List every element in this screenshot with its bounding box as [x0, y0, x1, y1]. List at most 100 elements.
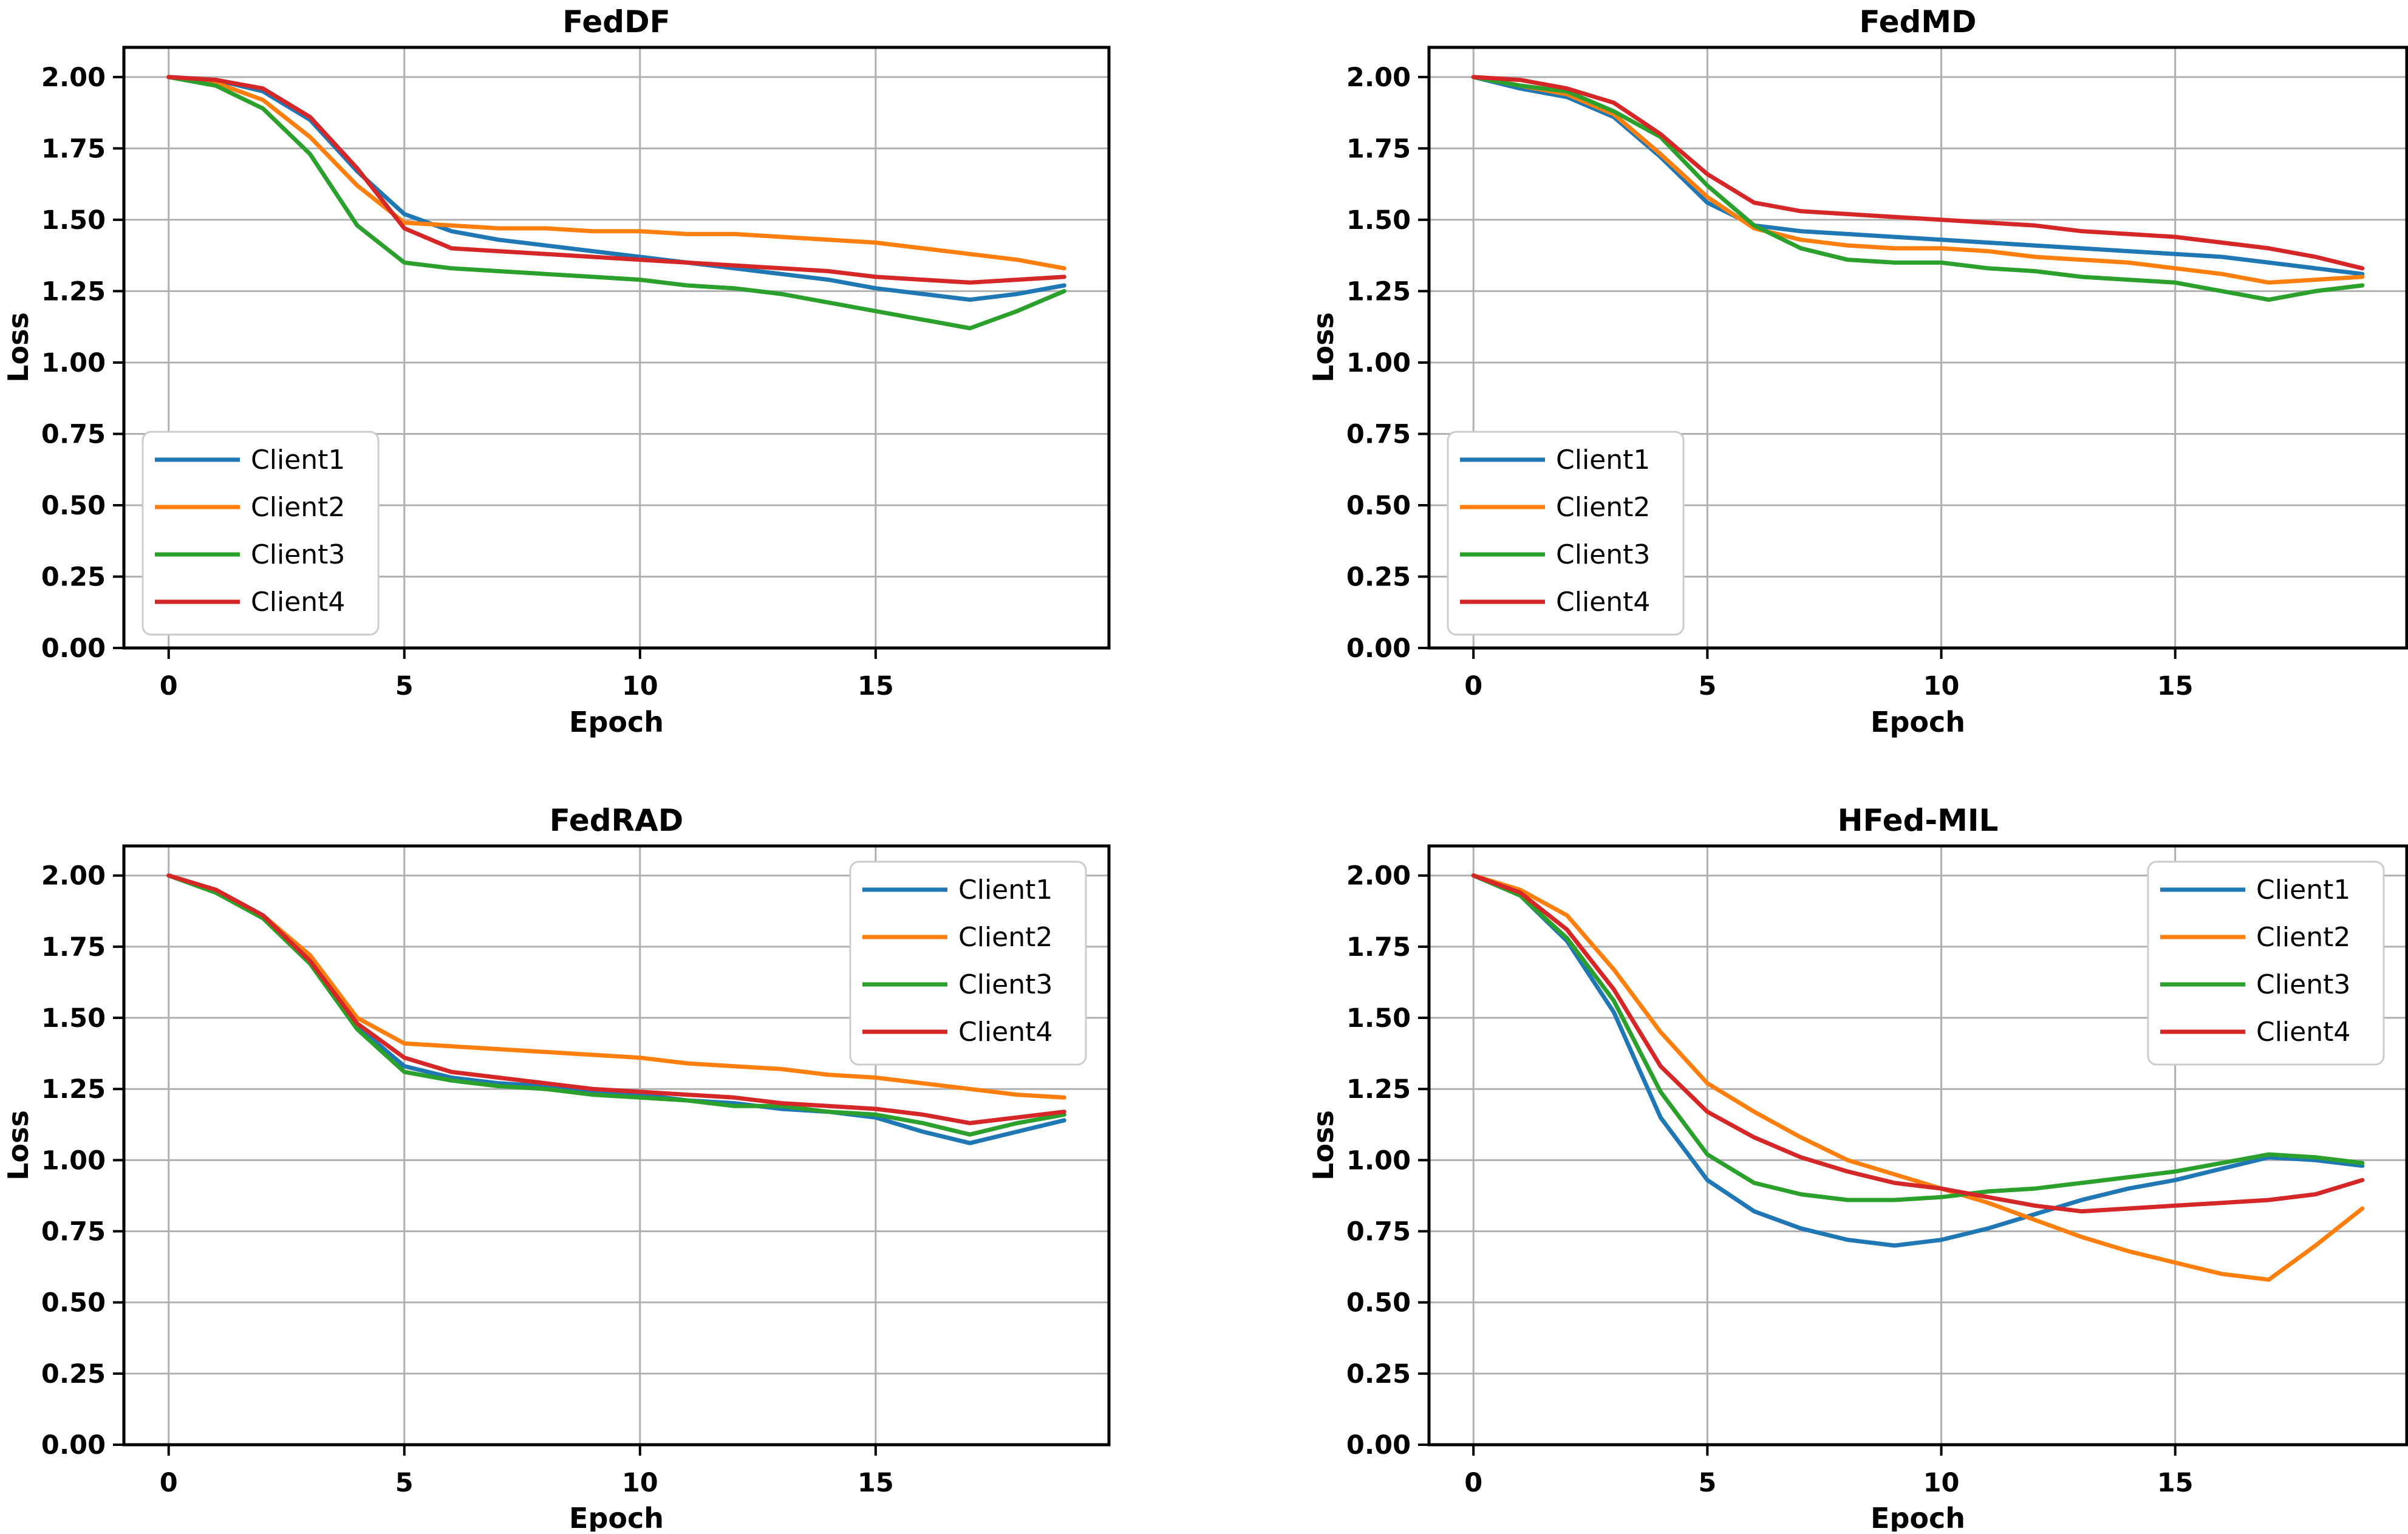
legend-label: Client4 [1556, 587, 1650, 618]
legend-label: Client4 [2256, 1017, 2350, 1048]
legend-box [1447, 431, 1685, 636]
y-tick-label: 0.25 [1346, 1359, 1411, 1389]
x-tick-label: 0 [160, 1468, 178, 1498]
y-tick-label: 0.50 [41, 491, 106, 521]
series-line-client4 [166, 75, 1066, 285]
legend-label: Client2 [2256, 922, 2350, 953]
series-line-client3 [1471, 873, 2365, 1202]
y-tick-label: 0.50 [1346, 491, 1411, 521]
legend-box [849, 861, 1087, 1066]
legend-label: Client3 [958, 969, 1052, 1000]
series-line-client4 [1471, 75, 2365, 271]
y-tick-label: 0.00 [41, 1430, 106, 1461]
legend-label: Client3 [1556, 539, 1650, 570]
series-line-client4 [166, 873, 1066, 1125]
y-tick-label: 1.00 [41, 348, 106, 378]
x-tick-label: 5 [395, 671, 414, 701]
x-tick-label: 10 [1923, 671, 1960, 701]
y-tick-label: 2.00 [1346, 63, 1411, 93]
y-tick-label: 1.25 [1346, 1074, 1411, 1105]
legend-label: Client2 [251, 492, 345, 523]
x-axis-label: Epoch [1871, 1502, 1965, 1532]
y-axis-label: Loss [1307, 312, 1340, 383]
series-line-client2 [1471, 75, 2365, 285]
legend-label: Client2 [1556, 492, 1650, 523]
y-tick-label: 1.75 [1346, 932, 1411, 963]
y-tick-label: 0.75 [41, 1217, 106, 1247]
y-tick-label: 1.75 [41, 932, 106, 963]
y-tick-label: 1.50 [1346, 1003, 1411, 1034]
series-line-client2 [166, 873, 1066, 1100]
subplot-hfedmil: Client1 Client2 Client3 Client4 0 5 10 15 2.00 1.… [1307, 803, 2408, 1534]
x-tick-label: 5 [395, 1468, 414, 1498]
subplot-fedrad: Client1 Client2 Client3 Client4 0 5 10 15 2.00 1.… [2, 803, 1111, 1534]
x-tick-label: 10 [622, 1468, 658, 1498]
series-line-client3 [166, 75, 1066, 330]
y-tick-label: 0.25 [41, 1359, 106, 1389]
subplot-fedmd: Client1 Client2 Client3 Client4 0 5 10 15 2.00 1.… [1307, 4, 2408, 738]
y-tick-label: 0.00 [1346, 633, 1411, 664]
subplot-title: FedDF [562, 4, 670, 39]
y-tick-label: 0.25 [1346, 562, 1411, 592]
y-tick-label: 0.50 [41, 1288, 106, 1318]
y-tick-label: 1.00 [1346, 348, 1411, 378]
y-tick-label: 0.75 [1346, 1217, 1411, 1247]
legend-label: Client1 [1556, 445, 1650, 476]
y-tick-label: 2.00 [1346, 861, 1411, 891]
y-tick-label: 0.75 [1346, 419, 1411, 449]
y-tick-label: 1.00 [1346, 1145, 1411, 1176]
subplot-title: FedRAD [550, 803, 684, 838]
x-tick-label: 15 [858, 1468, 894, 1498]
subplot-feddf: Client1 Client2 Client3 Client4 0 5 10 15 2.00 1.… [2, 4, 1111, 738]
x-tick-label: 0 [1464, 671, 1482, 701]
y-tick-label: 1.75 [1346, 134, 1411, 164]
legend: Client1 Client2 Client3 Client4 [142, 431, 380, 636]
series-line-client3 [1471, 75, 2365, 302]
y-axis-label: Loss [2, 312, 35, 383]
y-tick-label: 0.25 [41, 562, 106, 592]
x-axis-label: Epoch [569, 706, 664, 738]
axes-spines [122, 46, 1111, 650]
y-tick-label: 1.25 [41, 276, 106, 307]
legend-label: Client4 [251, 587, 345, 618]
x-tick-label: 0 [160, 671, 178, 701]
legend: Client1 Client2 Client3 Client4 [849, 861, 1087, 1066]
y-tick-label: 1.75 [41, 134, 106, 164]
series-line-client1 [1471, 873, 2365, 1248]
legend-label: Client1 [958, 874, 1052, 905]
y-tick-label: 0.00 [1346, 1430, 1411, 1461]
legend: Client1 Client2 Client3 Client4 [1447, 431, 1685, 636]
legend-label: Client2 [958, 922, 1052, 953]
y-tick-label: 1.50 [41, 1003, 106, 1034]
x-tick-label: 10 [622, 671, 658, 701]
legend-label: Client4 [958, 1017, 1052, 1048]
series-line-client2 [1471, 873, 2365, 1282]
series-line-client2 [166, 75, 1066, 271]
y-axis-label: Loss [1307, 1110, 1340, 1181]
y-tick-label: 1.50 [1346, 205, 1411, 236]
x-tick-label: 5 [1698, 1468, 1716, 1498]
y-tick-label: 2.00 [41, 861, 106, 891]
axes-spines [122, 844, 1111, 1447]
axes-spines [1427, 844, 2408, 1447]
legend-label: Client3 [251, 539, 345, 570]
x-tick-label: 5 [1698, 671, 1716, 701]
x-axis-label: Epoch [569, 1502, 664, 1532]
series-line-client4 [1471, 873, 2365, 1214]
x-tick-label: 15 [858, 671, 894, 701]
y-tick-label: 0.75 [41, 419, 106, 449]
legend-box [142, 431, 380, 636]
x-axis-label: Epoch [1871, 706, 1965, 738]
x-tick-label: 15 [2157, 671, 2194, 701]
axes-spines [1427, 46, 2408, 650]
subplot-title: HFed-MIL [1838, 803, 1999, 838]
y-tick-label: 1.00 [41, 1145, 106, 1176]
y-tick-label: 1.25 [41, 1074, 106, 1105]
series-line-client1 [1471, 75, 2365, 276]
legend: Client1 Client2 Client3 Client4 [2147, 861, 2385, 1066]
y-tick-label: 1.25 [1346, 276, 1411, 307]
legend-label: Client1 [2256, 874, 2350, 905]
legend-label: Client1 [251, 445, 345, 476]
y-tick-label: 0.50 [1346, 1288, 1411, 1318]
